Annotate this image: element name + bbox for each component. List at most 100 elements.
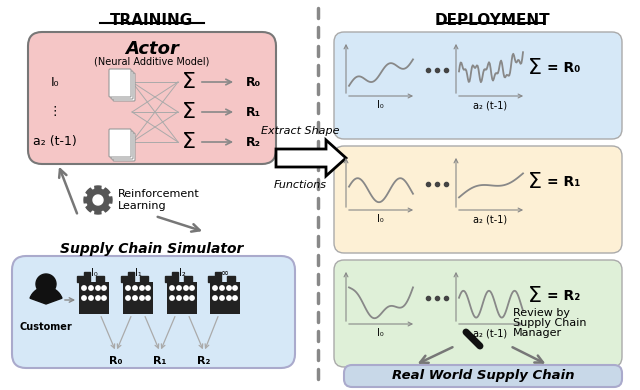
Polygon shape [165,272,178,282]
Text: R₂: R₂ [197,356,211,366]
Bar [210,282,240,314]
Text: Manager: Manager [513,328,562,338]
Text: I₀: I₀ [376,100,383,110]
Text: $\Sigma$: $\Sigma$ [527,58,541,78]
Text: Extract Shape: Extract Shape [260,126,339,136]
Circle shape [82,286,86,290]
Circle shape [140,296,144,300]
Circle shape [126,296,130,300]
Circle shape [220,296,224,300]
Circle shape [96,286,100,290]
Text: $\Sigma$: $\Sigma$ [180,132,195,152]
Text: R₂: R₂ [246,135,261,149]
Circle shape [36,274,56,294]
Circle shape [102,296,106,300]
Circle shape [96,296,100,300]
Polygon shape [84,186,112,214]
Circle shape [89,286,93,290]
Text: $\Sigma$: $\Sigma$ [180,72,195,92]
Circle shape [146,286,150,290]
Text: a₂ (t-1): a₂ (t-1) [473,328,507,338]
Circle shape [89,296,93,300]
Text: = R₁: = R₁ [547,175,580,189]
Polygon shape [93,195,103,205]
Circle shape [212,296,217,300]
Circle shape [177,296,181,300]
Text: Reinforcement: Reinforcement [118,189,200,199]
Text: R₁: R₁ [246,106,261,119]
Circle shape [190,286,194,290]
Circle shape [146,296,150,300]
Text: R₁: R₁ [154,356,166,366]
FancyBboxPatch shape [113,73,135,101]
Circle shape [102,286,106,290]
Text: R₀: R₀ [109,356,123,366]
Text: I₀: I₀ [376,214,383,224]
Bar [123,282,153,314]
FancyBboxPatch shape [111,131,133,159]
Circle shape [227,296,231,300]
Circle shape [170,286,174,290]
FancyBboxPatch shape [12,256,295,368]
Text: Supply Chain Simulator: Supply Chain Simulator [60,242,244,256]
Circle shape [184,286,188,290]
FancyBboxPatch shape [109,129,131,157]
Circle shape [220,286,224,290]
Text: Supply Chain: Supply Chain [513,318,586,328]
Text: a₂ (t-1): a₂ (t-1) [33,135,77,149]
Text: I₀: I₀ [376,328,383,338]
Text: a₂ (t-1): a₂ (t-1) [473,100,507,110]
FancyBboxPatch shape [334,260,622,367]
FancyBboxPatch shape [334,32,622,139]
Text: Customer: Customer [20,322,72,332]
FancyBboxPatch shape [113,133,135,161]
Circle shape [233,296,237,300]
Text: I₁: I₁ [134,268,141,278]
FancyBboxPatch shape [344,365,622,387]
Circle shape [177,286,181,290]
FancyBboxPatch shape [28,32,276,164]
Polygon shape [208,272,221,282]
Polygon shape [96,276,104,282]
Circle shape [170,296,174,300]
Wedge shape [30,287,62,304]
Text: (Neural Additive Model): (Neural Additive Model) [94,56,210,66]
Polygon shape [227,276,235,282]
Polygon shape [184,276,192,282]
Text: R₀: R₀ [246,76,261,89]
Circle shape [133,286,137,290]
Text: I₂: I₂ [179,268,186,278]
Circle shape [212,286,217,290]
Text: Real World Supply Chain: Real World Supply Chain [392,369,574,383]
FancyBboxPatch shape [334,146,622,253]
Text: TRAINING: TRAINING [110,13,194,28]
Text: a₂ (t-1): a₂ (t-1) [473,214,507,224]
Polygon shape [140,276,148,282]
Polygon shape [276,140,346,176]
Text: Review by: Review by [513,308,570,318]
Circle shape [227,286,231,290]
Polygon shape [121,272,134,282]
Circle shape [190,296,194,300]
Text: ⋮: ⋮ [49,106,61,119]
Text: Functions: Functions [273,180,326,190]
Circle shape [126,286,130,290]
Text: ∞: ∞ [221,268,229,278]
Text: $\Sigma$: $\Sigma$ [180,102,195,122]
Text: = R₀: = R₀ [547,61,580,75]
Text: I₀: I₀ [91,268,97,278]
Text: $\Sigma$: $\Sigma$ [527,172,541,192]
Text: = R₂: = R₂ [547,289,580,303]
Text: Learning: Learning [118,201,166,211]
Text: $\Sigma$: $\Sigma$ [527,286,541,306]
Text: I₀: I₀ [51,76,60,89]
Circle shape [233,286,237,290]
Polygon shape [77,272,90,282]
FancyBboxPatch shape [111,71,133,99]
Text: Actor: Actor [125,40,179,58]
Text: DEPLOYMENT: DEPLOYMENT [434,13,550,28]
Circle shape [140,286,144,290]
Bar [167,282,197,314]
FancyBboxPatch shape [109,69,131,97]
Circle shape [82,296,86,300]
